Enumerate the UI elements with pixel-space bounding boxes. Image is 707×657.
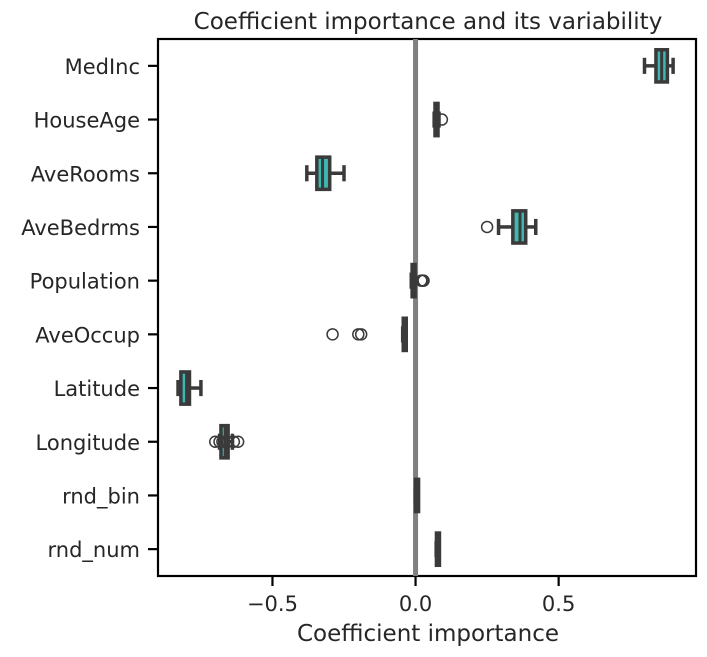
y-tick-label: AveBedrms [21, 216, 140, 240]
y-tick-label: AveRooms [31, 162, 140, 186]
x-axis-label: Coefficient importance [297, 621, 559, 647]
outlier-point [480, 220, 494, 234]
outlier-point [208, 435, 222, 448]
outlier-point [354, 328, 368, 341]
outlier-point [221, 435, 235, 448]
outlier-point [435, 113, 449, 126]
y-tick-label: Population [30, 270, 140, 294]
x-tick-label: 0.5 [542, 592, 575, 616]
outlier-point [227, 435, 241, 448]
outlier-point [326, 328, 339, 341]
outlier-point [417, 274, 430, 287]
y-tick-label: AveOccup [35, 323, 140, 347]
x-tick-label: −0.5 [247, 592, 298, 616]
x-tick-label: 0.0 [399, 592, 432, 616]
y-tick-label: Latitude [54, 377, 140, 401]
y-tick-label: MedInc [65, 55, 140, 79]
outlier-point [231, 435, 245, 448]
y-tick-label: HouseAge [34, 109, 140, 133]
chart-title: Coefficient importance and its variabili… [194, 9, 663, 35]
plot-frame [156, 37, 698, 578]
chart-marks: MedInc HouseAge AveRooms AveBedrms Populatio… [21, 39, 675, 616]
y-tick-label: rnd_num [48, 538, 140, 563]
y-tick-label: Longitude [36, 431, 140, 455]
y-tick-label: rnd_bin [62, 484, 140, 509]
